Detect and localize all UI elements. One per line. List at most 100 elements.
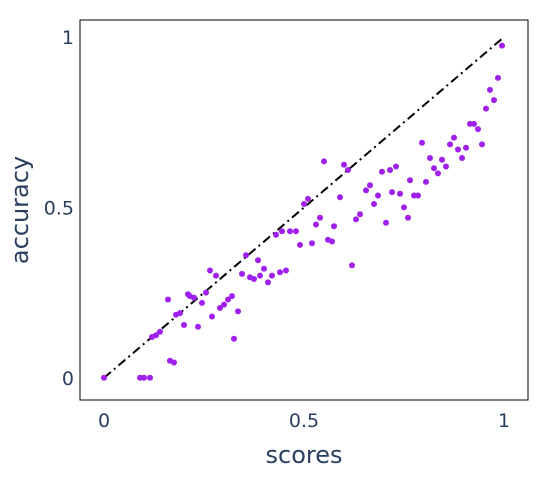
data-point: [225, 296, 231, 303]
x-tick-label: 1: [498, 410, 510, 432]
data-point: [479, 141, 485, 148]
data-point: [277, 269, 283, 276]
data-point: [455, 146, 461, 153]
data-point: [157, 328, 163, 335]
data-point: [397, 190, 403, 197]
data-point: [177, 310, 183, 317]
data-point: [491, 97, 497, 104]
data-point: [405, 214, 411, 221]
data-points: [101, 42, 505, 381]
x-tick-label: 0.5: [289, 410, 319, 432]
data-point: [265, 279, 271, 286]
data-point: [447, 141, 453, 148]
data-point: [423, 178, 429, 185]
data-point: [321, 158, 327, 165]
data-point: [287, 228, 293, 235]
data-point: [499, 42, 505, 49]
data-point: [387, 167, 393, 173]
data-point: [337, 194, 343, 201]
data-point: [407, 177, 413, 184]
data-point: [209, 313, 215, 320]
data-point: [229, 293, 235, 300]
data-point: [459, 155, 465, 161]
data-point: [251, 276, 257, 282]
data-point: [261, 265, 267, 272]
data-point: [389, 189, 395, 196]
data-point: [181, 322, 187, 328]
data-point: [195, 323, 201, 330]
data-point: [239, 270, 245, 277]
y-tick-label: 0.5: [44, 197, 74, 219]
data-point: [141, 374, 147, 381]
y-axis-title: accuracy: [6, 156, 34, 264]
data-point: [235, 308, 241, 315]
data-point: [345, 167, 351, 173]
data-point: [269, 272, 275, 279]
data-point: [257, 272, 263, 279]
x-axis-title: scores: [266, 441, 343, 469]
data-point: [101, 374, 107, 381]
data-point: [483, 105, 489, 112]
plot-frame: [79, 19, 529, 401]
data-point: [393, 163, 399, 170]
data-point: [495, 74, 501, 81]
data-point: [371, 201, 377, 207]
data-point: [451, 134, 457, 141]
data-point: [317, 214, 323, 221]
y-axis-ticks: 00.51: [44, 27, 74, 390]
data-point: [367, 182, 373, 189]
data-point: [153, 332, 159, 339]
data-point: [213, 272, 219, 279]
data-point: [171, 359, 177, 366]
data-point: [383, 219, 389, 226]
data-point: [439, 156, 445, 163]
data-point: [363, 187, 369, 194]
data-point: [331, 223, 337, 230]
data-point: [487, 86, 493, 93]
x-axis-ticks: 0 0.5 1: [98, 410, 510, 432]
data-point: [217, 305, 223, 311]
data-point: [341, 161, 347, 168]
data-point: [165, 296, 171, 303]
data-point: [443, 163, 449, 170]
data-point: [309, 240, 315, 247]
data-point: [431, 165, 437, 172]
data-point: [471, 120, 477, 127]
data-point: [301, 201, 307, 207]
x-tick-label: 0: [98, 410, 110, 432]
data-point: [207, 267, 213, 274]
data-point: [243, 252, 249, 259]
data-point: [203, 289, 209, 296]
data-point: [279, 228, 285, 235]
reference-line: [103, 36, 505, 379]
data-point: [293, 228, 299, 235]
data-point: [231, 335, 237, 342]
data-point: [199, 299, 205, 306]
data-point: [475, 126, 481, 133]
data-point: [273, 231, 279, 238]
data-point: [379, 168, 385, 175]
y-tick-label: 1: [62, 27, 74, 49]
data-point: [221, 301, 227, 308]
data-point: [297, 241, 303, 248]
data-point: [283, 267, 289, 274]
data-point: [191, 294, 197, 301]
data-point: [353, 216, 359, 223]
data-point: [329, 238, 335, 245]
data-point: [349, 262, 355, 269]
data-point: [419, 139, 425, 146]
y-tick-label: 0: [62, 368, 74, 390]
data-point: [401, 204, 407, 211]
data-point: [415, 192, 421, 199]
data-point: [375, 192, 381, 199]
data-point: [313, 221, 319, 228]
data-point: [463, 144, 469, 151]
data-point: [147, 374, 153, 381]
data-point: [435, 170, 441, 177]
data-point: [255, 257, 261, 264]
data-point: [357, 211, 363, 218]
data-point: [427, 155, 433, 161]
data-point: [305, 195, 311, 202]
